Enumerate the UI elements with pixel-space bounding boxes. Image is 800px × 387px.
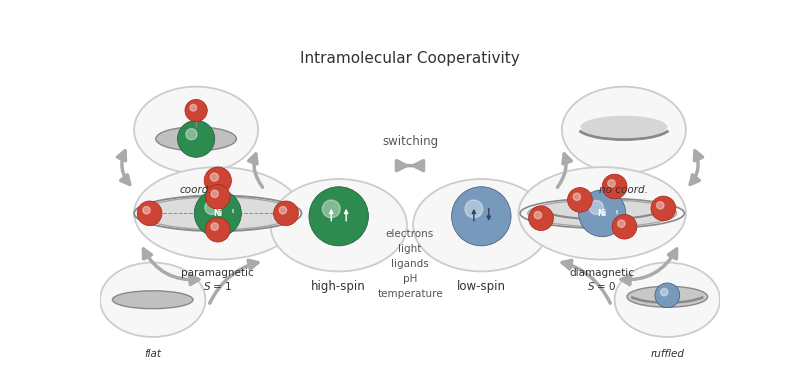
Ellipse shape (309, 187, 369, 246)
Text: flat: flat (144, 349, 161, 359)
Ellipse shape (529, 206, 554, 231)
Ellipse shape (618, 220, 625, 228)
Ellipse shape (451, 187, 511, 246)
Ellipse shape (614, 262, 720, 337)
Ellipse shape (608, 180, 615, 187)
Ellipse shape (140, 197, 295, 230)
Ellipse shape (651, 196, 676, 221)
Ellipse shape (100, 262, 206, 337)
Ellipse shape (134, 87, 258, 173)
Ellipse shape (178, 120, 214, 157)
Ellipse shape (612, 214, 637, 239)
Text: low-spin: low-spin (457, 280, 506, 293)
Ellipse shape (206, 217, 230, 242)
Ellipse shape (567, 188, 592, 212)
Ellipse shape (190, 104, 197, 111)
Text: Intramolecular Cooperativity: Intramolecular Cooperativity (300, 51, 520, 66)
Ellipse shape (274, 201, 298, 226)
Ellipse shape (156, 127, 237, 151)
Ellipse shape (211, 190, 218, 197)
Ellipse shape (279, 207, 286, 214)
Ellipse shape (206, 185, 230, 209)
Ellipse shape (112, 291, 193, 309)
Text: diamagnetic
$S$ = 0: diamagnetic $S$ = 0 (570, 269, 634, 293)
Text: high-spin: high-spin (311, 280, 366, 293)
Text: Ni: Ni (598, 209, 606, 218)
Ellipse shape (602, 174, 627, 199)
Text: ruffled: ruffled (650, 349, 684, 359)
Ellipse shape (413, 179, 550, 271)
Text: electrons
light
ligands
pH
temperature: electrons light ligands pH temperature (377, 229, 443, 299)
Ellipse shape (562, 87, 686, 173)
Text: II: II (615, 210, 618, 215)
Ellipse shape (211, 223, 218, 230)
Text: Ni: Ni (214, 209, 222, 218)
Ellipse shape (590, 200, 603, 214)
Ellipse shape (204, 167, 231, 194)
Ellipse shape (578, 190, 626, 237)
Ellipse shape (270, 179, 407, 271)
Ellipse shape (465, 200, 482, 218)
Ellipse shape (581, 116, 667, 138)
Ellipse shape (134, 167, 302, 260)
Ellipse shape (194, 190, 242, 237)
Ellipse shape (210, 173, 218, 181)
Ellipse shape (322, 200, 340, 218)
Ellipse shape (627, 286, 708, 307)
Ellipse shape (186, 128, 197, 140)
Ellipse shape (528, 200, 677, 227)
Ellipse shape (518, 167, 686, 260)
Ellipse shape (142, 207, 150, 214)
Text: switching: switching (382, 135, 438, 148)
Ellipse shape (573, 193, 581, 200)
Ellipse shape (185, 99, 207, 122)
Text: paramagnetic
$S$ = 1: paramagnetic $S$ = 1 (182, 269, 254, 293)
Ellipse shape (534, 211, 542, 219)
Ellipse shape (661, 288, 668, 296)
Text: no coord.: no coord. (599, 185, 648, 195)
Ellipse shape (657, 202, 664, 209)
Ellipse shape (655, 283, 680, 308)
Ellipse shape (138, 201, 162, 226)
Ellipse shape (205, 200, 219, 214)
Text: II: II (232, 209, 235, 214)
Text: coord.: coord. (180, 185, 213, 195)
